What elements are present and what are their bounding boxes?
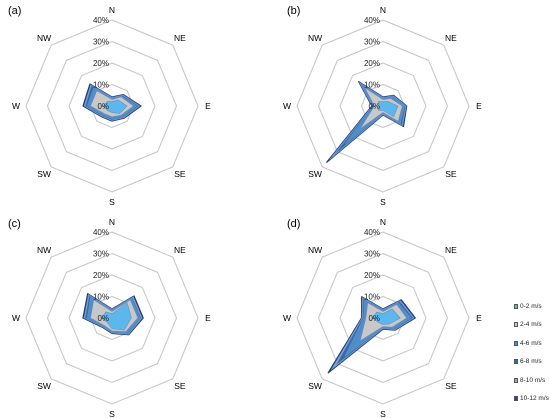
direction-label: SE	[174, 381, 186, 391]
ring-label: 20%	[364, 271, 380, 280]
ring-label: 30%	[364, 250, 380, 259]
direction-label: NW	[308, 33, 322, 43]
legend-item: 0-2 m/s	[514, 297, 550, 316]
grid-ring	[25, 19, 199, 193]
direction-label: NW	[37, 245, 51, 255]
direction-label: W	[283, 313, 291, 323]
grid-ring	[296, 231, 470, 405]
grid-ring	[25, 231, 199, 405]
direction-label: SW	[37, 381, 51, 391]
series-polygon	[371, 308, 401, 325]
legend-swatch	[514, 303, 518, 309]
ring-label: 0%	[97, 102, 109, 111]
speed-legend: 0-2 m/s 2-4 m/s 4-6 m/s 6-8 m/s 8-10 m/s…	[514, 297, 550, 408]
ring-label: 20%	[93, 271, 109, 280]
grid-ring	[68, 62, 156, 150]
legend-swatch	[514, 340, 518, 346]
direction-label: NE	[445, 33, 457, 43]
wind-rose-panel: 0% 10% 20% 30% 40%N NE E SE S SW W NW (c)	[8, 217, 211, 418]
grid-ring	[317, 40, 449, 172]
wind-rose-panel: 0% 10% 20% 30% 40%N NE E SE S SW W NW (a)	[8, 5, 211, 207]
direction-label: N	[380, 217, 386, 227]
grid-ring	[317, 252, 449, 384]
series-polygon	[378, 101, 399, 117]
ring-label: 10%	[364, 81, 380, 90]
legend-item: 10-12 m/s	[514, 390, 550, 409]
direction-label: E	[476, 313, 482, 323]
direction-label: SW	[37, 169, 51, 179]
direction-label: N	[109, 5, 115, 15]
legend-swatch	[514, 377, 518, 383]
direction-label: SE	[445, 381, 457, 391]
legend-label: 10-12 m/s	[520, 395, 549, 403]
direction-label: E	[476, 101, 482, 111]
legend-label: 0-2 m/s	[520, 302, 542, 310]
legend-label: 4-6 m/s	[520, 339, 542, 347]
wind-rose-panel: 0% 10% 20% 30% 40%N NE E SE S SW W NW (d)	[283, 217, 482, 418]
grid-ring	[296, 19, 470, 193]
direction-label: NE	[445, 245, 457, 255]
direction-label: N	[109, 217, 115, 227]
direction-label: W	[12, 101, 20, 111]
ring-label: 20%	[364, 59, 380, 68]
panel-letter: (b)	[287, 5, 300, 17]
wind-rose-panel: 0% 10% 20% 30% 40%N NE E SE S SW W NW (b)	[283, 5, 482, 207]
direction-label: NW	[308, 245, 322, 255]
panel-letter: (c)	[8, 218, 21, 230]
legend-item: 8-10 m/s	[514, 371, 550, 390]
legend-swatch	[514, 396, 518, 402]
legend-item: 6-8 m/s	[514, 353, 550, 372]
direction-label: NW	[37, 33, 51, 43]
direction-label: E	[205, 101, 211, 111]
series-polygon	[100, 302, 132, 331]
legend-item: 2-4 m/s	[514, 316, 550, 335]
grid-ring	[339, 62, 427, 150]
panel-letter: (d)	[287, 218, 300, 230]
direction-label: SW	[308, 169, 322, 179]
ring-label: 0%	[97, 314, 109, 323]
direction-label: S	[380, 409, 386, 418]
panel-letter: (a)	[8, 5, 21, 17]
series-polygon	[103, 99, 128, 114]
direction-label: NE	[174, 245, 186, 255]
legend-swatch	[514, 359, 518, 365]
grid-ring	[46, 40, 178, 172]
grid-ring	[46, 252, 178, 384]
ring-label: 0%	[368, 314, 380, 323]
ring-label: 10%	[364, 293, 380, 302]
ring-label: 40%	[364, 16, 380, 25]
direction-label: NE	[174, 33, 186, 43]
direction-label: S	[380, 197, 386, 207]
ring-label: 0%	[368, 102, 380, 111]
ring-label: 30%	[93, 38, 109, 47]
legend-swatch	[514, 322, 518, 328]
direction-label: S	[109, 197, 115, 207]
grid-ring	[68, 274, 156, 362]
legend-label: 6-8 m/s	[520, 358, 542, 366]
ring-label: 10%	[93, 293, 109, 302]
direction-label: W	[12, 313, 20, 323]
direction-label: S	[109, 409, 115, 418]
legend-label: 2-4 m/s	[520, 321, 542, 329]
direction-label: N	[380, 5, 386, 15]
direction-label: SE	[174, 169, 186, 179]
grid-ring	[339, 274, 427, 362]
direction-label: SE	[445, 169, 457, 179]
direction-label: E	[205, 313, 211, 323]
ring-label: 40%	[93, 16, 109, 25]
ring-label: 40%	[93, 228, 109, 237]
ring-label: 20%	[93, 59, 109, 68]
ring-label: 30%	[364, 38, 380, 47]
legend-item: 4-6 m/s	[514, 334, 550, 353]
direction-label: W	[283, 101, 291, 111]
ring-label: 30%	[93, 250, 109, 259]
ring-label: 40%	[364, 228, 380, 237]
ring-label: 10%	[93, 81, 109, 90]
legend-label: 8-10 m/s	[520, 376, 546, 384]
direction-label: SW	[308, 381, 322, 391]
